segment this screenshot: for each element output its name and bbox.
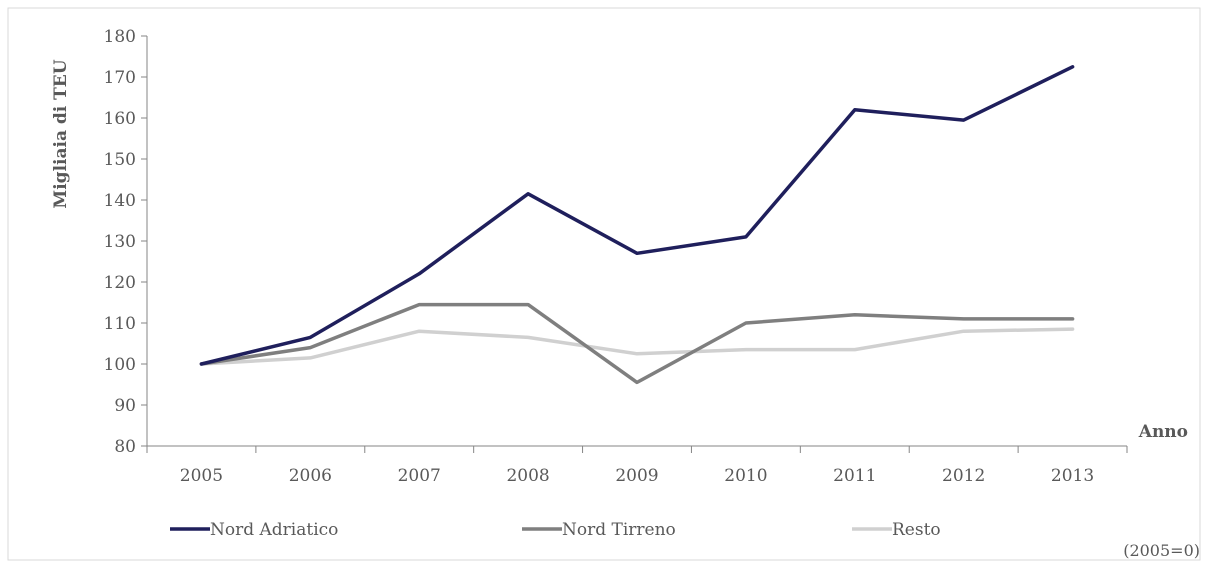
y-tick-label: 100 [104, 355, 136, 375]
x-tick-label: 2006 [289, 466, 332, 486]
base-year-note: (2005=0) [1123, 541, 1200, 560]
series-line-nord-tirreno [199, 302, 1075, 385]
y-tick-label: 170 [104, 68, 136, 88]
legend-label-nord-tirreno: Nord Tirreno [562, 520, 676, 540]
x-axis-title: Anno [1138, 422, 1188, 442]
y-axis-title: Migliaia di TEU [51, 59, 71, 208]
y-tick-label: 80 [114, 437, 136, 457]
legend-label-resto: Resto [892, 520, 941, 540]
y-tick-label: 180 [104, 27, 136, 47]
legend-label-nord-adriatico: Nord Adriatico [210, 520, 338, 540]
x-tick-label: 2010 [724, 466, 767, 486]
x-tick-label: 2012 [942, 466, 985, 486]
y-tick-label: 90 [114, 396, 136, 416]
x-tick-label: 2007 [398, 466, 441, 486]
x-tick-label: 2005 [180, 466, 223, 486]
x-tick-label: 2008 [506, 466, 549, 486]
series-line-resto [199, 327, 1075, 366]
y-tick-label: 130 [104, 232, 136, 252]
y-tick-label: 140 [104, 191, 136, 211]
series-line-nord-adriatico [199, 65, 1075, 366]
x-tick-label: 2009 [615, 466, 658, 486]
y-tick-label: 110 [104, 314, 136, 334]
x-tick-label: 2013 [1051, 466, 1094, 486]
y-tick-label: 150 [104, 150, 136, 170]
y-tick-label: 160 [104, 109, 136, 129]
x-tick-label: 2011 [833, 466, 876, 486]
y-tick-label: 120 [104, 273, 136, 293]
